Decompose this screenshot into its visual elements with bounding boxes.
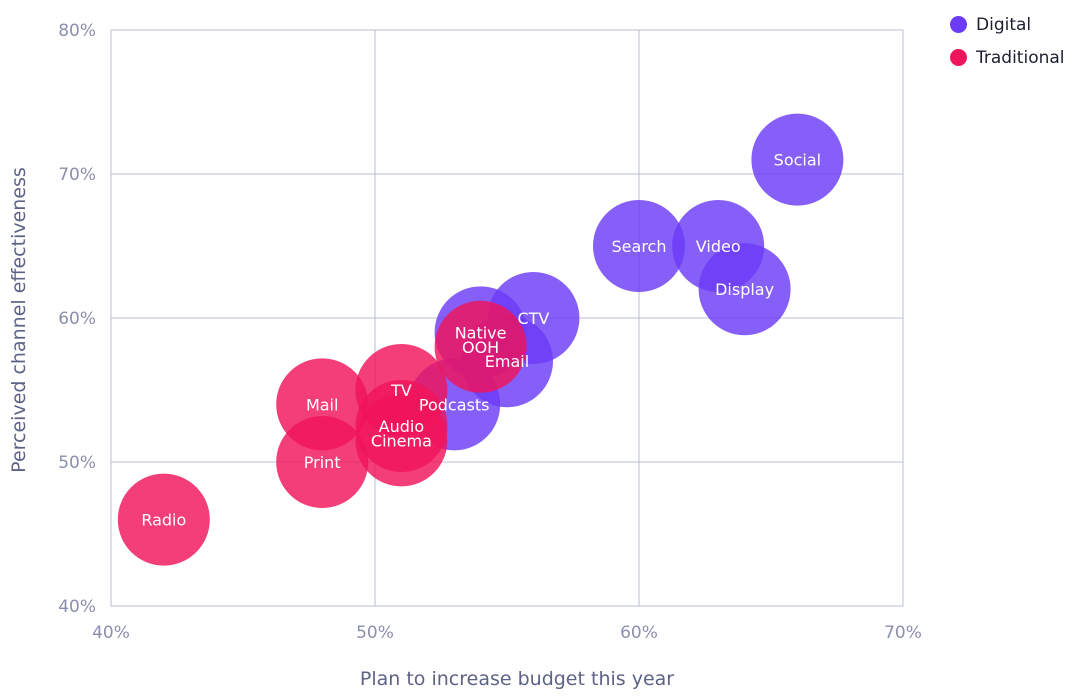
- bubble-label-mail: Mail: [306, 395, 339, 414]
- y-tick-label: 40%: [58, 597, 96, 617]
- bubble-label-audio: Audio: [379, 417, 424, 436]
- y-tick-label: 50%: [58, 453, 96, 473]
- bubble-label-ctv: CTV: [517, 309, 549, 328]
- legend-dot-traditional: [950, 49, 967, 66]
- bubble-label-ooh: OOH: [462, 338, 499, 357]
- y-axis-ticks: 40% 50% 60% 70% 80%: [58, 21, 96, 617]
- bubble-label-podcasts: Podcasts: [419, 395, 490, 414]
- bubble-social[interactable]: [751, 113, 844, 206]
- bubble-label-radio: Radio: [141, 511, 186, 530]
- bubble-search[interactable]: [593, 200, 685, 292]
- bubble-label-search: Search: [612, 237, 667, 256]
- legend-label-traditional: Traditional: [976, 47, 1065, 68]
- x-axis-title: Plan to increase budget this year: [360, 668, 674, 690]
- legend: Digital Traditional: [950, 8, 1065, 74]
- y-tick-label: 80%: [58, 21, 96, 41]
- y-axis-title: Perceived channel effectiveness: [8, 167, 30, 473]
- x-tick-label: 60%: [620, 623, 658, 643]
- legend-item-traditional[interactable]: Traditional: [950, 41, 1065, 74]
- bubble-label-tv: TV: [390, 381, 412, 400]
- bubble-labels: Social Search Video Display CTV Native Email Po…: [141, 151, 821, 530]
- bubble-label-native: Native: [455, 323, 507, 342]
- bubble-cinema[interactable]: [355, 394, 448, 487]
- legend-dot-digital: [950, 16, 967, 33]
- bubble-ooh[interactable]: [434, 300, 527, 393]
- x-tick-label: 50%: [356, 623, 394, 643]
- bubble-radio[interactable]: [117, 473, 210, 566]
- legend-label-digital: Digital: [976, 14, 1032, 35]
- legend-item-digital[interactable]: Digital: [950, 8, 1065, 41]
- x-tick-label: 40%: [92, 623, 130, 643]
- y-tick-label: 60%: [58, 309, 96, 329]
- x-axis-ticks: 40% 50% 60% 70%: [92, 623, 922, 643]
- x-tick-label: 70%: [884, 623, 922, 643]
- bubble-display[interactable]: [698, 243, 791, 336]
- bubble-print[interactable]: [276, 416, 369, 508]
- bubble-label-display: Display: [715, 280, 774, 299]
- bubble-label-print: Print: [304, 453, 341, 472]
- bubbles: [117, 113, 844, 566]
- bubble-label-video: Video: [696, 237, 741, 256]
- bubble-label-email: Email: [485, 352, 529, 371]
- bubble-label-cinema: Cinema: [371, 431, 432, 450]
- bubble-label-social: Social: [774, 151, 821, 170]
- y-tick-label: 70%: [58, 165, 96, 185]
